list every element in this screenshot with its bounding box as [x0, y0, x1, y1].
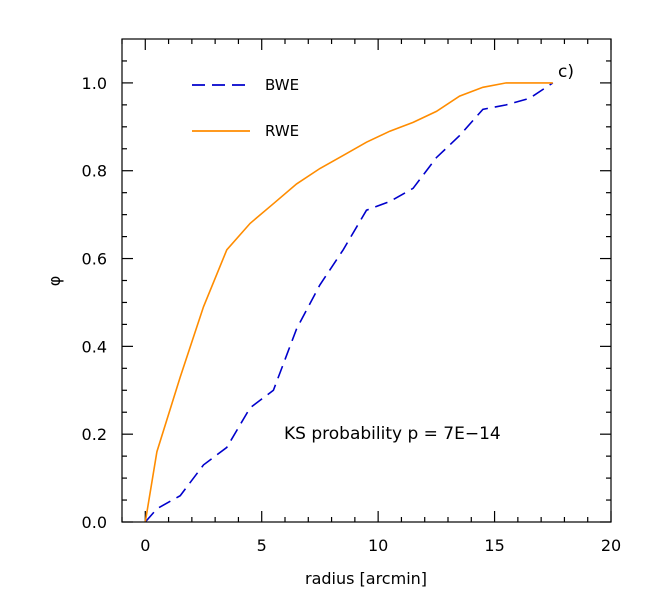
series-line-rwe — [144, 82, 553, 523]
legend-label-bwe: BWE — [265, 76, 299, 94]
y-tick-label: 0.4 — [82, 337, 107, 356]
x-tick-label: 10 — [368, 536, 388, 555]
series-layer — [144, 82, 554, 523]
series-line-bwe — [144, 82, 554, 523]
x-tick-label: 0 — [140, 536, 150, 555]
y-tick-label: 0.0 — [82, 513, 107, 532]
x-tick-label: 20 — [601, 536, 621, 555]
x-tick-label: 5 — [257, 536, 267, 555]
axis-ticks: 0 5 10 15 20 0.0 0.2 0.4 0.6 0.8 1.0 — [82, 39, 621, 555]
y-tick-label: 1.0 — [82, 74, 107, 93]
legend: BWE RWE — [192, 76, 299, 140]
y-tick-label: 0.6 — [82, 250, 107, 269]
plot-frame — [121, 38, 612, 523]
y-tick-label: 0.2 — [82, 425, 107, 444]
y-axis-title: φ — [45, 276, 64, 287]
x-axis-title: radius [arcmin] — [305, 569, 427, 588]
y-tick-label: 0.8 — [82, 162, 107, 181]
x-tick-label: 15 — [484, 536, 504, 555]
legend-label-rwe: RWE — [265, 122, 299, 140]
ks-annotation: KS probability p = 7E−14 — [284, 424, 501, 444]
panel-label: c) — [558, 62, 574, 82]
